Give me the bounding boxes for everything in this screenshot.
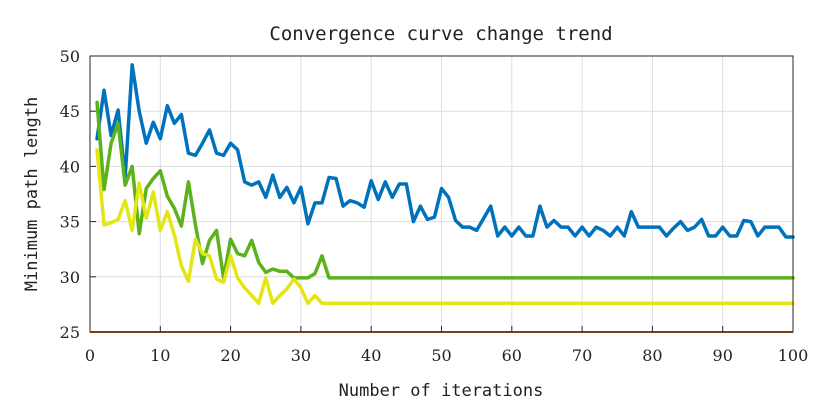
series-line-1 [95,63,795,239]
y-axis-label: Minimum path length [22,97,42,291]
series-line-2 [95,100,795,280]
y-tick-label: 45 [60,102,80,121]
x-tick-label: 80 [642,346,662,365]
x-tick-label: 90 [713,346,733,365]
y-tick-label: 25 [60,323,80,342]
x-tick-label: 60 [502,346,522,365]
x-tick-label: 20 [220,346,240,365]
axis-ticks: 0 10 20 30 40 50 60 70 80 90 100 25 30 35 40 45 50 [60,47,809,365]
series-line-3 [95,148,795,306]
x-tick-label: 30 [291,346,311,365]
y-tick-label: 40 [60,157,80,176]
x-tick-label: 10 [150,346,170,365]
x-tick-label: 40 [361,346,381,365]
y-tick-label: 50 [60,47,80,66]
y-tick-label: 35 [60,213,80,232]
y-tick-label: 30 [60,268,80,287]
chart-title: Convergence curve change trend [269,23,612,45]
x-tick-label: 50 [431,346,451,365]
x-tick-label: 70 [572,346,592,365]
x-tick-label: 100 [778,346,809,365]
x-axis-label: Number of iterations [339,381,544,401]
x-tick-label: 0 [85,346,95,365]
plot-series [95,63,795,306]
